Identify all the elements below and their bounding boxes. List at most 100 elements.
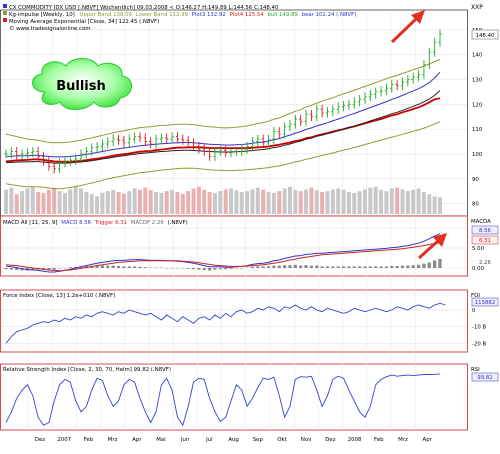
- macdf-hist-bar: [224, 268, 227, 269]
- lower-band-label: Lower Band 112.99: [136, 12, 189, 18]
- volume-bar: [325, 191, 329, 214]
- macdf-hist-bar: [4, 268, 7, 269]
- volume-bar: [84, 192, 88, 214]
- volume-bar: [181, 194, 185, 214]
- upper-band-label: Upper Band 138.09: [80, 12, 133, 18]
- macdf-hist-bar: [197, 268, 200, 270]
- macdf-hist-bar: [310, 266, 313, 268]
- volume-bar: [100, 193, 104, 214]
- price-panel-frame: [1, 10, 468, 216]
- macdf-hist-bar: [433, 260, 436, 268]
- macdf-hist-bar: [187, 268, 190, 269]
- volume-bar: [213, 193, 217, 214]
- volume-bar: [138, 190, 142, 214]
- macdf-hist-bar: [101, 266, 104, 268]
- volume-bar: [433, 196, 437, 214]
- volume-bar: [31, 187, 35, 214]
- macdf-hist-bar: [278, 266, 281, 268]
- macd-title-macdf: MACDF 2.26: [131, 220, 165, 226]
- volume-bar: [149, 190, 153, 214]
- volume-bar: [438, 197, 442, 214]
- volume-bar: [186, 191, 190, 214]
- volume-bar: [288, 187, 292, 214]
- macdf-hist-bar: [262, 266, 265, 268]
- force-tick-label: -10 B: [472, 325, 487, 331]
- header-marker-3: [3, 18, 7, 22]
- volume-bar: [79, 188, 83, 214]
- rsi-panel-title: Relative Strength Index [Close, 2, 30, 7…: [3, 367, 171, 373]
- volume-bar: [202, 190, 206, 214]
- volume-bar: [368, 188, 372, 214]
- volume-bar: [299, 191, 303, 214]
- volume-bar: [347, 192, 351, 214]
- rsi-value-label: 99.82: [477, 375, 492, 381]
- macdf-hist-bar: [321, 266, 324, 268]
- macdf-hist-bar: [294, 265, 297, 268]
- volume-bar: [143, 188, 147, 214]
- header-line-3: Moving Average Exponential [Close, 34] 1…: [9, 19, 159, 25]
- volume-bar: [15, 194, 19, 214]
- volume-bar: [406, 191, 410, 214]
- price-tick-label: 90: [472, 177, 479, 183]
- x-tick-label: Dez: [35, 437, 45, 443]
- macd-title-prefix: MACD All [11, 25, 9]: [3, 220, 57, 226]
- macd-title-suffix: (.N8VF): [168, 220, 188, 226]
- macdf-hist-bar: [363, 266, 366, 268]
- volume-bar: [304, 189, 308, 214]
- macdf-hist-bar: [412, 265, 415, 268]
- volume-bar: [422, 192, 426, 214]
- macdf-hist-bar: [69, 267, 72, 268]
- volume-bar: [106, 191, 110, 214]
- macdf-hist-bar: [106, 266, 109, 268]
- x-tick-label: Mai: [156, 437, 165, 443]
- volume-bar: [122, 194, 126, 214]
- macdf-hist-bar: [304, 265, 307, 268]
- macd-panel-title: MACD All [11, 25, 9] MACD 8.56 Trigger 6…: [3, 220, 188, 226]
- volume-bar: [250, 189, 254, 214]
- volume-bar: [133, 188, 137, 214]
- bullish-cloud: Bullish: [33, 59, 132, 110]
- force-value-label: 115882: [475, 300, 496, 306]
- macdf-hist-bar: [401, 266, 404, 268]
- macdf-hist-bar: [272, 266, 275, 268]
- volume-bar: [165, 191, 169, 214]
- macdf-hist-bar: [331, 266, 334, 268]
- bull-label: bull 149.89: [267, 12, 298, 18]
- volume-bar: [320, 192, 324, 214]
- macdf-hist-bar: [144, 267, 147, 268]
- price-tick-label: 140: [472, 53, 483, 59]
- volume-bar: [315, 190, 319, 214]
- macdf-hist-bar: [122, 266, 125, 268]
- x-tick-label: 2007: [57, 437, 71, 443]
- x-tick-label: Mrz: [398, 437, 408, 443]
- volume-bar: [261, 190, 265, 214]
- price-tick-label: 130: [472, 77, 483, 83]
- macdf-hist-bar: [353, 266, 356, 268]
- volume-bar: [352, 193, 356, 214]
- macdf-hist-bar: [192, 268, 195, 269]
- volume-bar: [240, 192, 244, 214]
- copyright-text: © www.tradesignalonline.com: [9, 25, 91, 32]
- macdf-hist-bar: [396, 266, 399, 268]
- macdf-hist-bar: [256, 266, 259, 268]
- kg-impulse-label: Kg-impulse [Weekly, 10]: [9, 12, 75, 18]
- x-tick-label: Sep: [253, 437, 264, 443]
- macdf-hist-bar: [342, 266, 345, 268]
- volume-bar: [234, 190, 238, 214]
- volume-bar: [47, 190, 51, 214]
- volume-bar: [342, 190, 346, 214]
- volume-bar: [127, 191, 131, 214]
- volume-bar: [25, 188, 29, 214]
- x-tick-label: Okt: [277, 437, 286, 443]
- volume-bar: [90, 194, 94, 214]
- force-panel-title: Force Index [Close, 13] 1.2e+010 (.N8VF): [3, 293, 115, 299]
- macdf-hist-bar: [208, 268, 211, 270]
- rsi-tag: RSI: [471, 367, 480, 373]
- volume-bar: [36, 192, 40, 214]
- volume-bar: [395, 188, 399, 214]
- x-tick-label: Feb: [374, 437, 384, 443]
- volume-bar: [63, 193, 67, 214]
- volume-bar: [218, 191, 222, 214]
- rsi-panel-frame: [1, 364, 468, 430]
